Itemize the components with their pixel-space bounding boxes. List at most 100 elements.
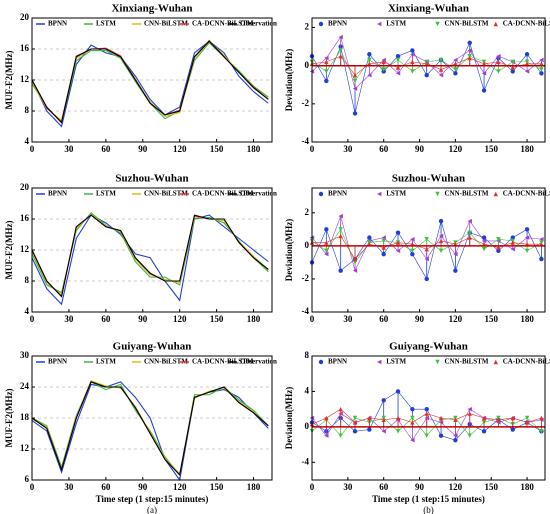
marker bbox=[381, 429, 386, 434]
marker bbox=[539, 71, 544, 76]
x-tick-label: 150 bbox=[210, 482, 224, 492]
legend-label: LSTM bbox=[386, 358, 406, 366]
marker bbox=[324, 69, 329, 74]
marker bbox=[524, 235, 530, 240]
marker bbox=[324, 78, 329, 84]
marker bbox=[524, 61, 530, 66]
y-axis-label: Deviation(MHz) bbox=[284, 387, 294, 449]
marker bbox=[438, 248, 444, 254]
marker bbox=[424, 256, 429, 262]
marker bbox=[410, 415, 415, 421]
x-tick-label: 30 bbox=[64, 482, 74, 492]
marker bbox=[410, 406, 415, 412]
legend-label: CA-DCNN-BiLSTM bbox=[192, 190, 254, 198]
marker bbox=[324, 433, 329, 438]
x-tick-label: 120 bbox=[449, 482, 463, 492]
x-tick-label: 150 bbox=[210, 314, 224, 324]
marker bbox=[381, 251, 386, 257]
marker bbox=[481, 415, 487, 421]
x-axis-label: Time step (1 step:15 minutes) bbox=[372, 494, 485, 504]
marker bbox=[481, 429, 487, 434]
marker bbox=[467, 48, 472, 53]
legend-marker bbox=[377, 191, 382, 197]
legend-marker bbox=[435, 359, 440, 365]
marker bbox=[438, 415, 444, 421]
x-tick-label: 90 bbox=[138, 314, 148, 324]
legend-label: LSTM bbox=[386, 20, 406, 28]
series-line bbox=[31, 214, 269, 298]
marker bbox=[539, 429, 544, 434]
marker bbox=[453, 433, 458, 438]
marker bbox=[510, 65, 515, 70]
y-tick-label: 30 bbox=[20, 350, 30, 360]
marker bbox=[395, 57, 401, 63]
marker bbox=[438, 67, 444, 72]
x-tick-label: 0 bbox=[30, 314, 35, 324]
marker bbox=[352, 86, 358, 91]
marker bbox=[539, 67, 544, 72]
marker bbox=[510, 427, 515, 432]
legend-label: CA-DCNN-BiLSTM bbox=[192, 20, 254, 28]
marker bbox=[381, 398, 386, 403]
x-tick-label: 60 bbox=[101, 482, 111, 492]
marker bbox=[367, 52, 372, 57]
x-tick-label: 30 bbox=[343, 482, 353, 492]
y-tick-label: -4 bbox=[302, 306, 310, 316]
legend-label: LSTM bbox=[96, 190, 116, 198]
marker bbox=[324, 240, 329, 245]
marker bbox=[453, 251, 458, 257]
x-tick-label: 0 bbox=[310, 144, 315, 154]
marker bbox=[467, 55, 472, 61]
y-tick-label: 0 bbox=[305, 421, 310, 431]
marker bbox=[395, 389, 401, 394]
marker bbox=[367, 415, 372, 421]
marker bbox=[338, 268, 343, 273]
marker bbox=[453, 61, 458, 66]
legend-label: Observation bbox=[240, 190, 277, 198]
marker bbox=[424, 276, 429, 282]
marker bbox=[410, 52, 415, 57]
marker bbox=[496, 69, 501, 74]
series-line bbox=[31, 212, 269, 294]
marker bbox=[410, 59, 415, 65]
y-tick-label: 4 bbox=[25, 306, 30, 316]
legend-label: CNN-BiLSTM bbox=[144, 190, 188, 198]
marker bbox=[352, 429, 358, 434]
marker bbox=[510, 235, 515, 240]
marker bbox=[481, 238, 487, 244]
marker bbox=[338, 213, 343, 219]
series-line bbox=[31, 381, 269, 476]
x-tick-label: 150 bbox=[484, 144, 498, 154]
marker bbox=[496, 417, 501, 422]
marker bbox=[324, 251, 329, 257]
legend-label: CNN-BiLSTM bbox=[144, 20, 188, 28]
marker bbox=[453, 417, 458, 422]
marker bbox=[410, 251, 415, 257]
x-tick-label: 120 bbox=[449, 314, 463, 324]
caption: (a) bbox=[147, 505, 157, 514]
x-tick-label: 0 bbox=[30, 482, 35, 492]
legend-marker bbox=[318, 21, 324, 27]
y-tick-label: 16 bbox=[20, 213, 30, 223]
legend-marker bbox=[493, 21, 498, 27]
marker bbox=[481, 88, 487, 93]
marker bbox=[410, 248, 415, 254]
marker bbox=[338, 233, 343, 239]
plot-frame bbox=[31, 355, 273, 481]
x-tick-label: 60 bbox=[101, 314, 111, 324]
y-tick-label: 8 bbox=[25, 275, 30, 285]
marker bbox=[524, 52, 530, 57]
y-tick-label: 12 bbox=[20, 443, 30, 453]
marker bbox=[367, 235, 372, 240]
x-tick-label: 90 bbox=[138, 482, 148, 492]
x-tick-label: 60 bbox=[101, 144, 111, 154]
marker bbox=[395, 71, 401, 76]
marker bbox=[424, 61, 429, 66]
y-axis-label: MUF-F2(MHz) bbox=[4, 389, 14, 448]
plot-frame bbox=[31, 187, 273, 313]
marker bbox=[524, 415, 530, 421]
marker bbox=[467, 218, 472, 224]
series-line bbox=[31, 40, 269, 122]
marker bbox=[481, 61, 487, 66]
marker bbox=[539, 256, 544, 262]
